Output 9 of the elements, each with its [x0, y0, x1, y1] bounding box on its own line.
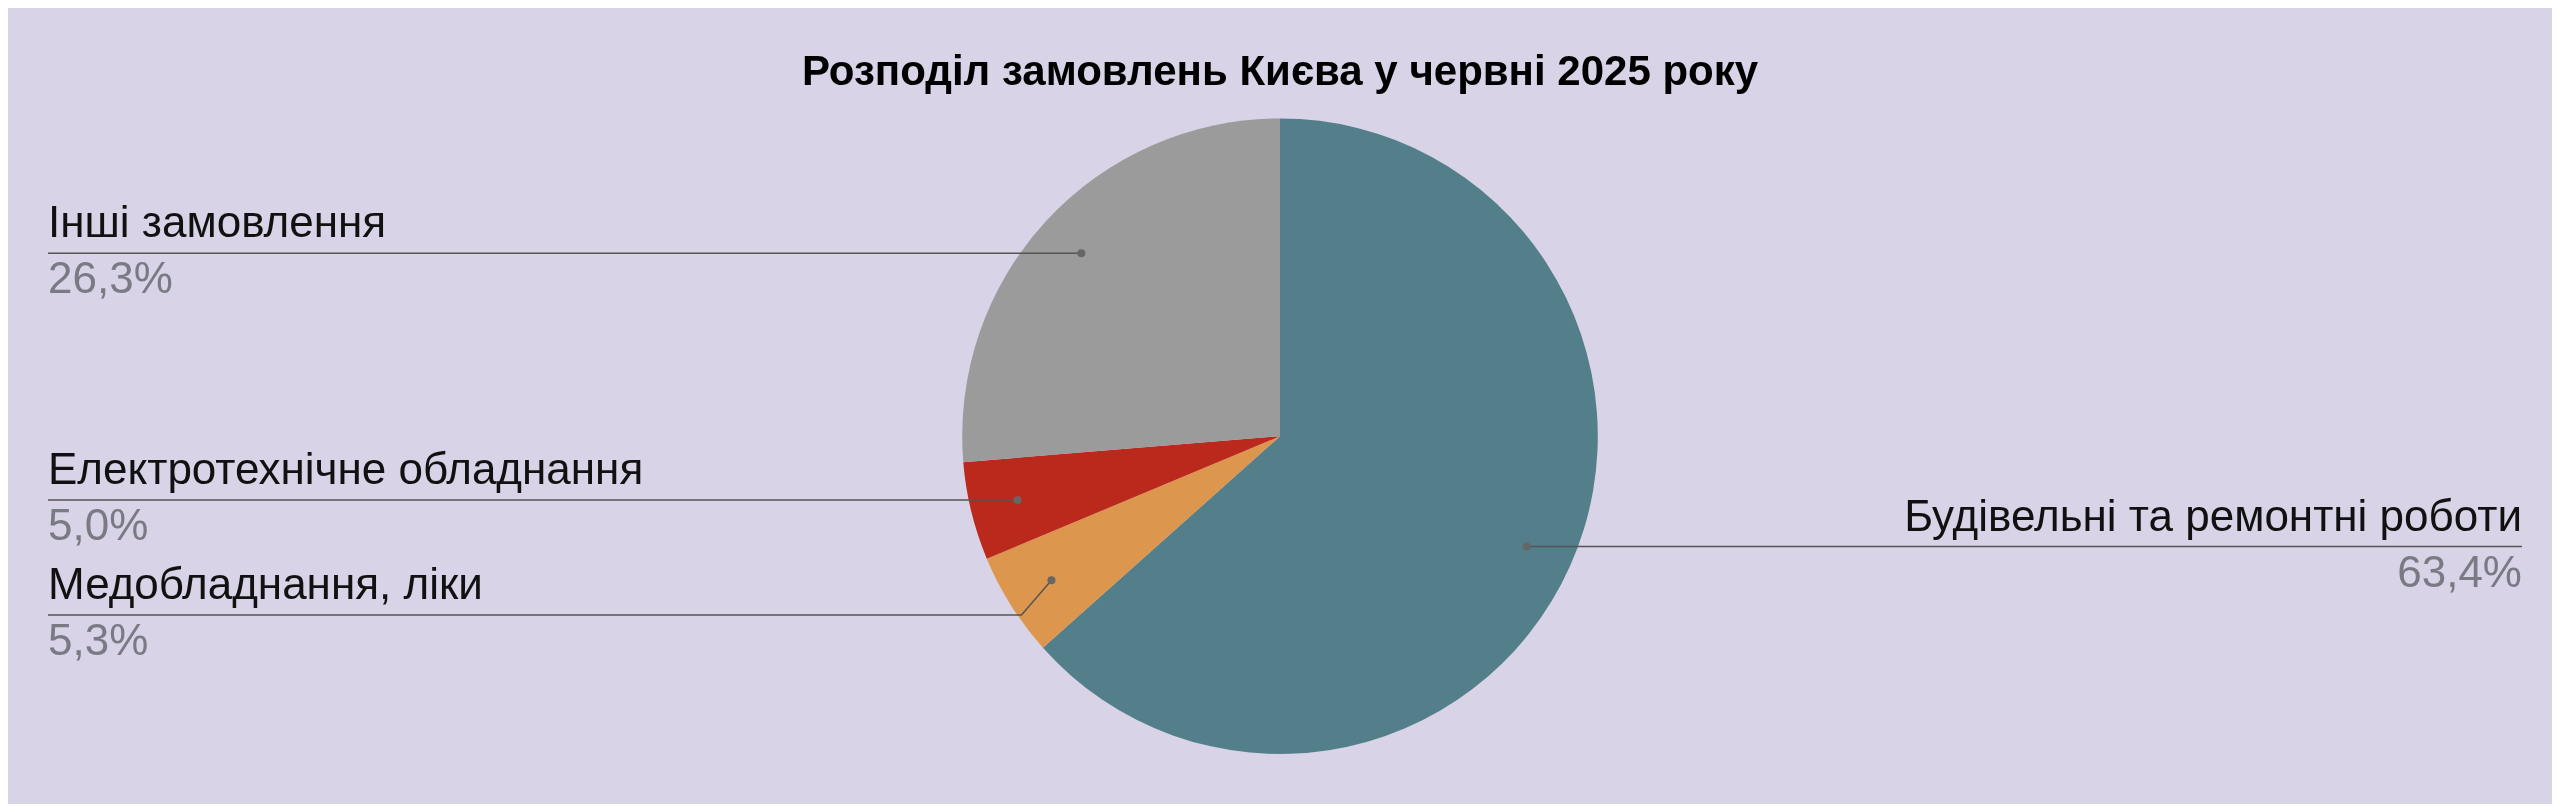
- slice-label: Інші замовлення: [48, 197, 387, 247]
- data-label: 26,3%: [48, 253, 173, 303]
- data-label: 5,3%: [48, 615, 149, 665]
- slice-label: Будівельні та ремонтні роботи: [1904, 490, 2522, 540]
- slice-label: Медобладнання, ліки: [48, 559, 483, 609]
- data-label: 5,0%: [48, 500, 149, 550]
- chart-title: Розподіл замовлень Києва у червні 2025 року: [801, 46, 1759, 94]
- data-label: 63,4%: [2397, 546, 2522, 596]
- slice-label: Електротехнічне обладнання: [48, 444, 644, 494]
